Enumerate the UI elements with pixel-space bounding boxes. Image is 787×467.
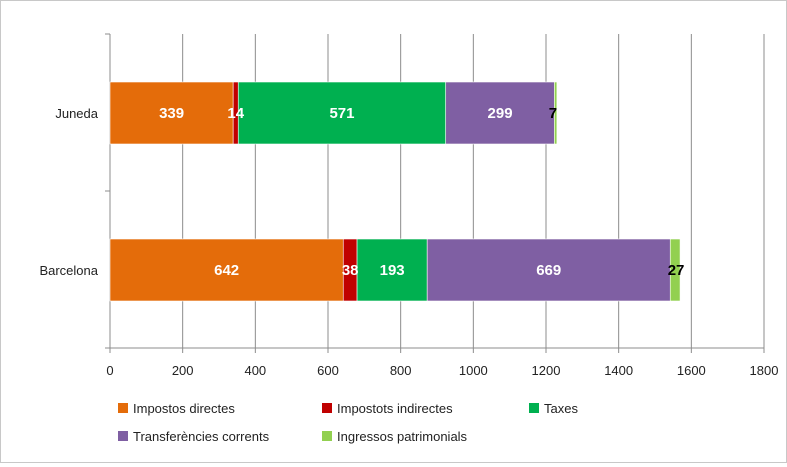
data-label-barcelona-series-3: 669: [536, 262, 561, 279]
legend-label-0: Impostos directes: [133, 401, 235, 416]
legend: Impostos directes Impostots indirectes Tax…: [118, 401, 578, 444]
data-label-barcelona-series-4: 27: [668, 262, 685, 279]
legend-label-3: Transferències corrents: [133, 429, 270, 444]
x-tick-label-600: 600: [317, 363, 339, 378]
data-label-barcelona-series-1: 38: [342, 262, 359, 279]
data-label-juneda-series-3: 299: [488, 105, 513, 122]
legend-swatch-1: [322, 403, 332, 413]
category-label-barcelona: Barcelona: [39, 263, 98, 278]
legend-swatch-2: [529, 403, 539, 413]
data-label-juneda-series-1: 14: [227, 105, 244, 122]
x-tick-label-0: 0: [106, 363, 113, 378]
legend-swatch-4: [322, 431, 332, 441]
legend-label-4: Ingressos patrimonials: [337, 429, 468, 444]
x-tick-label-400: 400: [244, 363, 266, 378]
legend-swatch-3: [118, 431, 128, 441]
data-label-juneda-series-4: 7: [549, 105, 557, 122]
x-tick-label-800: 800: [390, 363, 412, 378]
x-tick-label-1600: 1600: [677, 363, 706, 378]
data-label-juneda-series-0: 339: [159, 105, 184, 122]
legend-swatch-0: [118, 403, 128, 413]
x-tick-label-200: 200: [172, 363, 194, 378]
category-label-juneda: Juneda: [55, 106, 98, 121]
x-tick-label-1400: 1400: [604, 363, 633, 378]
x-tick-label-1200: 1200: [532, 363, 561, 378]
x-tick-label-1800: 1800: [750, 363, 779, 378]
legend-label-1: Impostots indirectes: [337, 401, 453, 416]
legend-label-2: Taxes: [544, 401, 578, 416]
data-label-juneda-series-2: 571: [329, 105, 354, 122]
x-tick-label-1000: 1000: [459, 363, 488, 378]
data-label-barcelona-series-2: 193: [380, 262, 405, 279]
data-label-barcelona-series-0: 642: [214, 262, 239, 279]
